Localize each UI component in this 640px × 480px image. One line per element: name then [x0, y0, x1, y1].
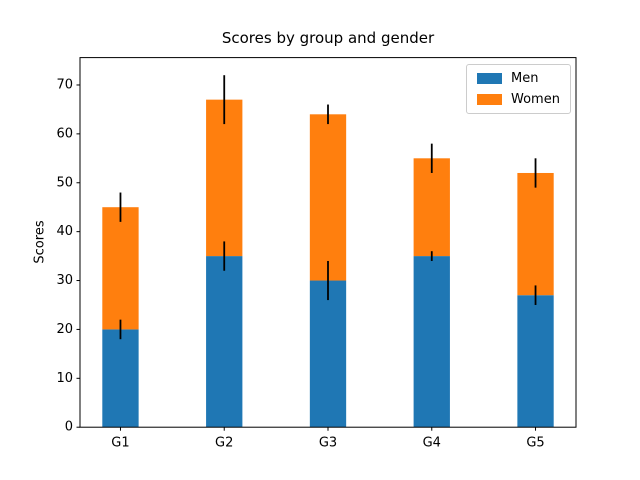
bar-segment-men-g3: [309, 280, 347, 428]
y-tick-label: 20: [56, 322, 73, 337]
y-tick-label: 50: [56, 175, 73, 190]
legend-label-women: Women: [511, 92, 560, 107]
x-tick-label: G3: [319, 436, 337, 451]
bar-segment-women-g3: [309, 114, 347, 281]
x-tick-label: G2: [215, 436, 233, 451]
legend-item-women: Women: [477, 92, 560, 107]
y-tick-label: 60: [56, 126, 73, 141]
bar-segment-men-g5: [517, 295, 554, 428]
bar-segment-women-g5: [517, 172, 554, 296]
y-tick-label: 40: [56, 224, 73, 239]
x-tick-label: G4: [423, 436, 441, 451]
y-tick-label: 0: [65, 420, 73, 435]
bar-segment-men-g4: [413, 256, 450, 428]
chart-title: Scores by group and gender: [221, 29, 435, 47]
men-color-swatch: [477, 73, 502, 84]
bar-segment-women-g1: [102, 207, 139, 330]
legend: Men Women: [466, 64, 571, 114]
bar-segment-men-g2: [206, 256, 243, 428]
bar-segment-women-g4: [413, 158, 450, 257]
x-tick-label: G1: [111, 436, 129, 451]
bar-segment-men-g1: [102, 329, 139, 428]
women-color-swatch: [477, 94, 502, 105]
legend-label-men: Men: [511, 71, 539, 86]
legend-item-men: Men: [477, 71, 560, 86]
y-tick-label: 70: [56, 77, 73, 92]
x-tick-label: G5: [526, 436, 544, 451]
bar-segment-women-g2: [206, 99, 243, 257]
y-tick-label: 30: [56, 273, 73, 288]
y-tick-label: 10: [56, 371, 73, 386]
